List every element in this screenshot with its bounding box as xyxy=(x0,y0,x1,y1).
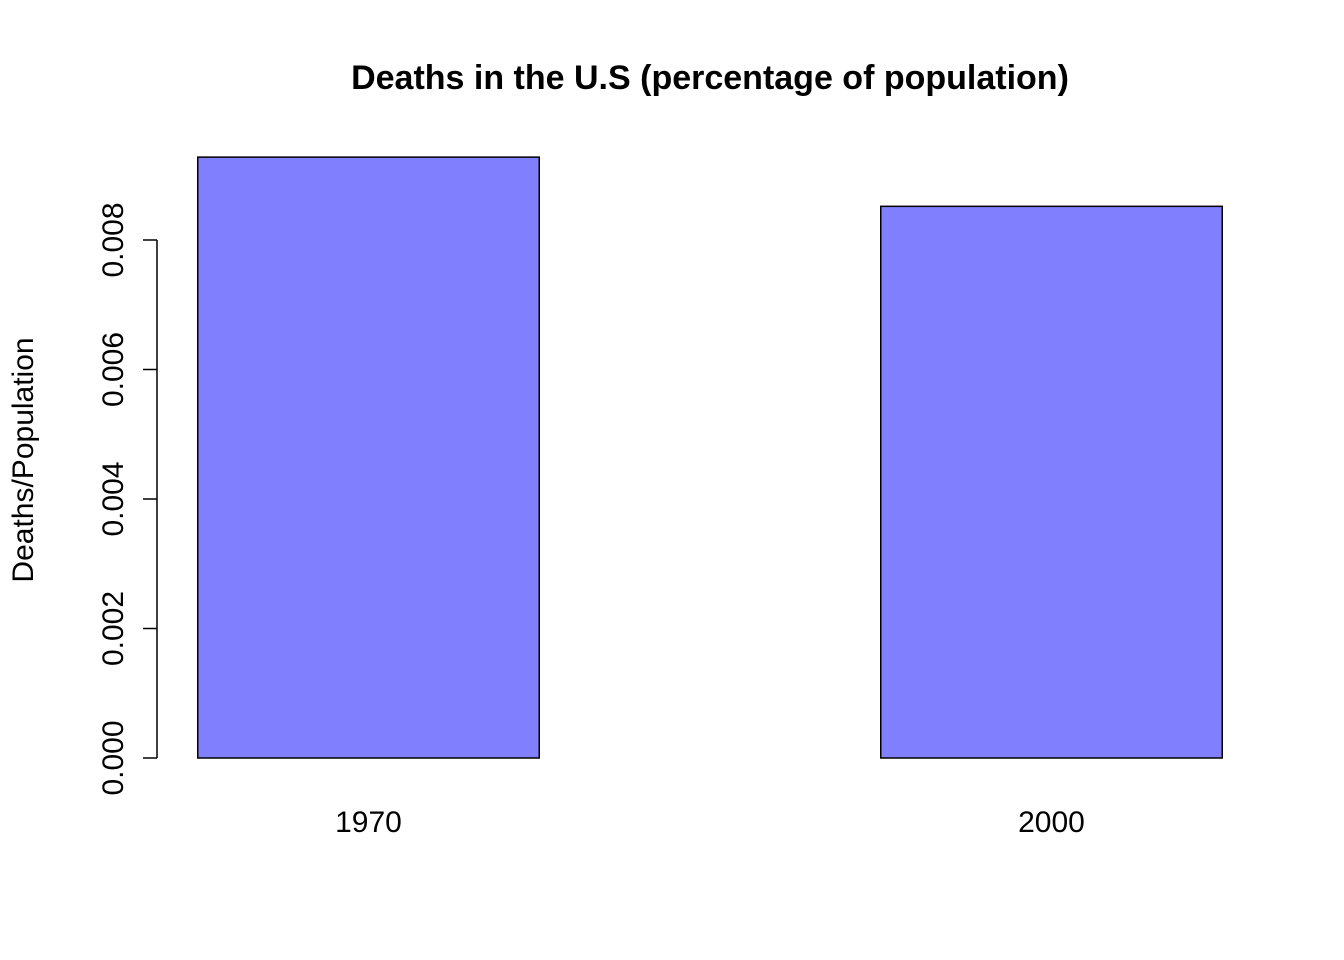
y-tick-label: 0.008 xyxy=(97,202,130,277)
y-tick-label: 0.004 xyxy=(97,461,130,536)
y-tick-label: 0.006 xyxy=(97,332,130,407)
chart-title: Deaths in the U.S (percentage of populat… xyxy=(351,59,1069,97)
x-tick-label: 2000 xyxy=(1018,806,1085,839)
y-tick-label: 0.002 xyxy=(97,591,130,666)
y-axis-label: Deaths/Population xyxy=(7,337,40,582)
y-tick-label: 0.000 xyxy=(97,720,130,795)
bar xyxy=(197,156,540,759)
bar xyxy=(880,205,1223,759)
x-tick-label: 1970 xyxy=(335,806,402,839)
